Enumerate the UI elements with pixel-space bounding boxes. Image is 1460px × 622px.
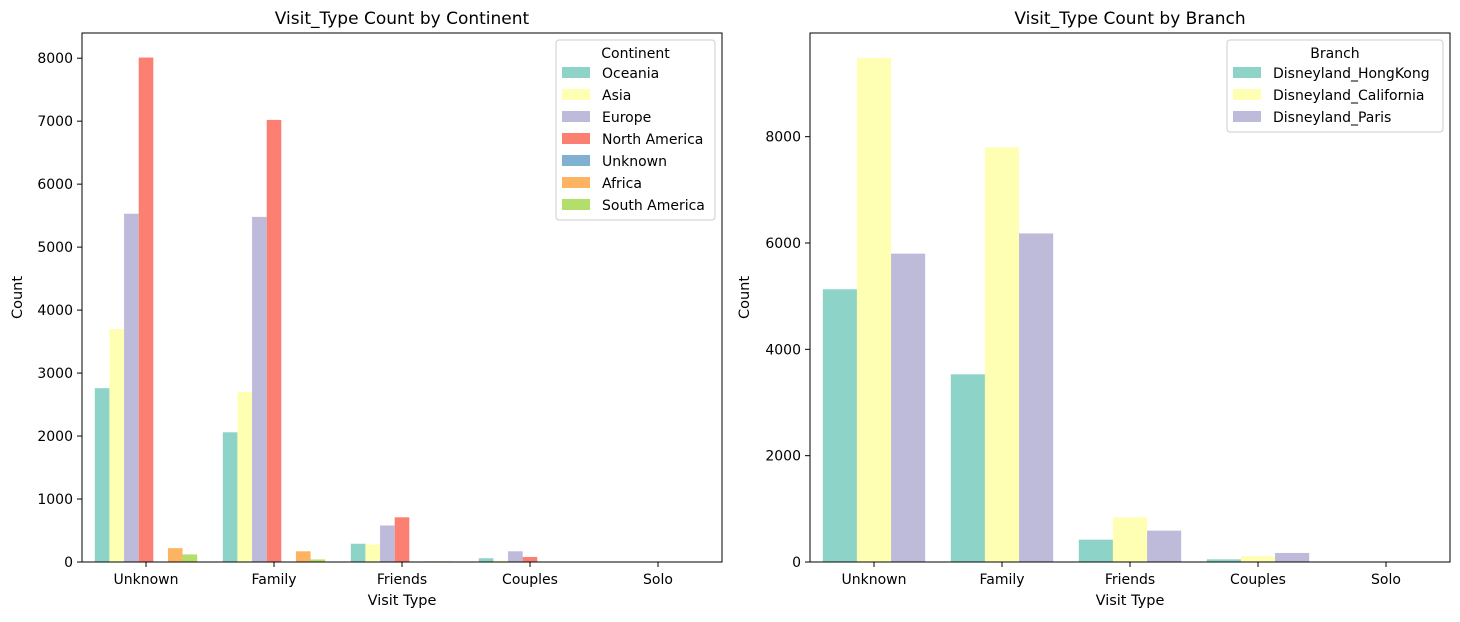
y-tick-label: 5000 — [37, 240, 73, 256]
legend-title: Branch — [1310, 46, 1359, 62]
x-tick-label: Unknown — [842, 572, 907, 588]
y-tick-label: 7000 — [37, 114, 73, 130]
bar — [94, 388, 110, 562]
y-tick-label: 6000 — [765, 236, 801, 252]
bar — [365, 544, 381, 562]
y-tick-label: 1000 — [37, 492, 73, 508]
legend-swatch — [1233, 67, 1261, 78]
legend-label: North America — [602, 132, 703, 148]
x-tick-label: Couples — [1230, 572, 1286, 588]
y-tick-label: 3000 — [37, 366, 73, 382]
bar — [822, 289, 857, 562]
bar — [124, 213, 139, 563]
bar — [167, 548, 183, 562]
x-axis-label: Visit Type — [368, 593, 437, 609]
legend-swatch — [562, 177, 590, 188]
bar — [891, 253, 926, 562]
legend-title: Continent — [601, 46, 670, 62]
legend-swatch — [562, 155, 590, 166]
bar — [1206, 559, 1241, 562]
chart-panel-2: 0 2000 4000 6000 8000 Unknown Family Friends Cou… — [737, 9, 1451, 609]
y-tick-label: 0 — [792, 555, 801, 571]
legend: Continent Oceania Asia Europe North America U… — [555, 39, 716, 221]
legend-label: Unknown — [602, 154, 667, 170]
bar — [394, 517, 410, 562]
y-tick-label: 8000 — [37, 51, 73, 67]
bar — [266, 119, 282, 562]
x-tick-label: Solo — [1371, 572, 1401, 588]
bar — [182, 554, 198, 562]
legend-label: Europe — [602, 110, 651, 126]
x-axis-label: Visit Type — [1096, 593, 1165, 609]
y-tick-label: 2000 — [37, 429, 73, 445]
y-tick-label: 2000 — [765, 449, 801, 465]
bar — [350, 543, 366, 562]
legend-box — [555, 39, 716, 221]
x-tick-label: Couples — [502, 572, 558, 588]
bar — [138, 57, 154, 563]
bar — [522, 556, 538, 562]
x-tick-label: Family — [979, 572, 1024, 588]
bar — [478, 558, 494, 562]
bar — [252, 216, 267, 562]
bar — [1147, 530, 1182, 562]
bar — [508, 551, 523, 562]
bar — [222, 432, 238, 562]
y-axis-label: Count — [10, 276, 26, 319]
y-tick-label: 4000 — [765, 342, 801, 358]
y-tick-label: 4000 — [37, 303, 73, 319]
legend-swatch — [1233, 111, 1261, 122]
y-axis-label: Count — [737, 276, 753, 319]
y-tick-label: 8000 — [765, 130, 801, 146]
bar — [856, 57, 892, 563]
legend-swatch — [562, 111, 590, 122]
bar — [493, 560, 509, 562]
legend-label: Disneyland_California — [1273, 88, 1424, 104]
legend-label: Oceania — [602, 66, 659, 82]
bar — [1112, 517, 1148, 562]
bar — [1275, 552, 1310, 562]
legend-swatch — [562, 133, 590, 144]
bar — [295, 551, 311, 562]
y-tick-label: 6000 — [37, 177, 73, 193]
legend-label: Disneyland_Paris — [1273, 110, 1391, 126]
bar — [109, 328, 125, 562]
chart-panel-1: 0 1000 2000 3000 4000 5000 6000 7000 8000 Unknown… — [10, 9, 723, 609]
legend-label: South America — [602, 198, 705, 214]
legend-swatch — [562, 199, 590, 210]
legend-box — [1226, 39, 1444, 133]
legend-swatch — [562, 67, 590, 78]
bar — [380, 525, 395, 562]
chart-title: Visit_Type Count by Continent — [275, 9, 530, 29]
y-tick-label: 0 — [64, 555, 73, 571]
legend-label: Africa — [602, 176, 642, 192]
bar — [310, 559, 326, 562]
bar — [1078, 539, 1113, 562]
legend-label: Disneyland_HongKong — [1273, 66, 1430, 82]
bar — [984, 147, 1020, 562]
legend: Branch Disneyland_HongKong Disneyland_Cali… — [1226, 39, 1444, 133]
x-tick-label: Solo — [643, 572, 673, 588]
x-tick-label: Friends — [377, 572, 427, 588]
x-tick-label: Family — [251, 572, 296, 588]
legend-label: Asia — [602, 88, 631, 104]
bar — [950, 374, 985, 562]
x-tick-label: Friends — [1105, 572, 1155, 588]
legend-swatch — [1233, 89, 1261, 100]
bar — [1019, 233, 1054, 562]
bar — [237, 391, 253, 562]
chart-title: Visit_Type Count by Branch — [1014, 9, 1245, 29]
x-tick-label: Unknown — [114, 572, 179, 588]
bar — [1240, 556, 1276, 562]
legend-swatch — [562, 89, 590, 100]
